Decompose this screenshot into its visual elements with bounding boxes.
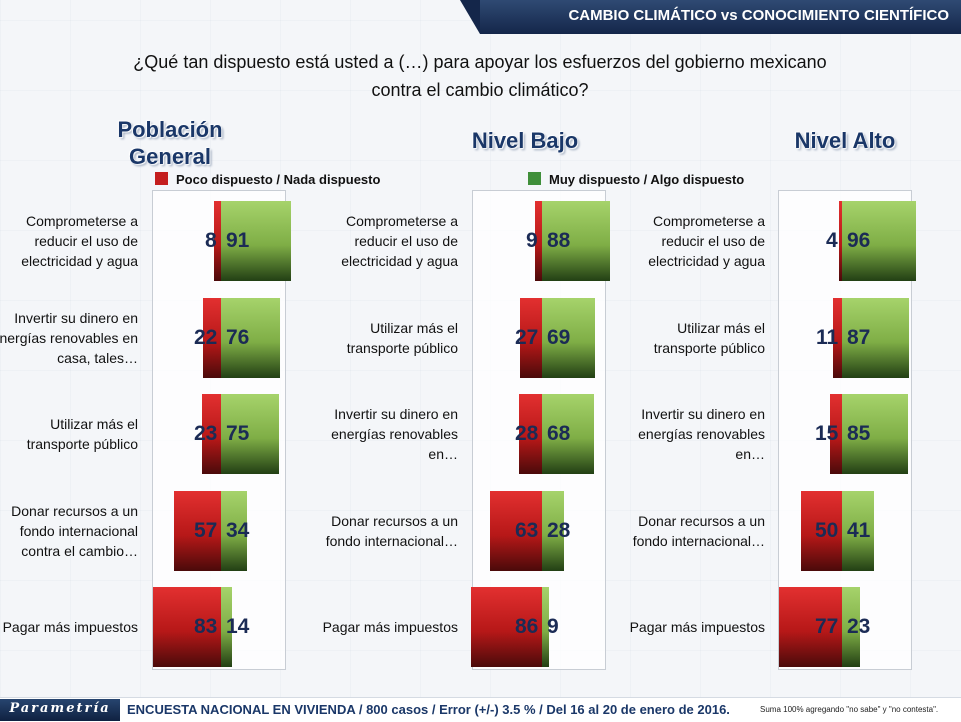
category-label: Utilizar más el transporte público <box>26 416 138 452</box>
category-label: Pagar más impuestos <box>322 619 458 635</box>
legend-negative: Poco dispuesto / Nada dispuesto <box>155 172 380 187</box>
value-label-negative: 77 <box>815 615 839 638</box>
bar-negative <box>838 201 842 281</box>
bar-negative <box>519 297 542 378</box>
bar-negative <box>519 394 542 474</box>
bar-positive <box>842 490 874 571</box>
bar-positive <box>542 490 564 571</box>
category-label: Comprometerse a reducir el uso de electr… <box>341 213 458 269</box>
value-label-positive: 96 <box>847 229 871 252</box>
panel-title-3: Nivel Alto <box>794 128 896 153</box>
value-label-positive: 85 <box>847 422 871 445</box>
question-line-2: contra el cambio climático? <box>371 80 589 100</box>
bar-negative <box>778 587 842 667</box>
bar-positive <box>842 587 860 667</box>
value-label-negative: 9 <box>526 229 538 252</box>
value-label-negative: 57 <box>194 518 218 542</box>
bar-positive <box>542 201 610 281</box>
category-label: Invertir su dinero en energías renovable… <box>0 309 138 366</box>
question-text: ¿Qué tan dispuesto está usted a (…) para… <box>60 48 900 104</box>
bar-positive <box>842 297 910 378</box>
logo-text: Parametría <box>9 701 111 716</box>
category-label: Pagar más impuestos <box>629 619 765 635</box>
category-label: Comprometerse a reducir el uso de electr… <box>648 213 765 269</box>
bar-positive <box>221 394 279 474</box>
category-label: Donar recursos a un fondo internacional… <box>632 512 765 549</box>
bar-negative <box>832 297 842 378</box>
bar-positive <box>842 201 916 281</box>
panel-title-2: Nivel Bajo <box>471 128 579 153</box>
sum-note: Suma 100% agregando "no sabe" y "no cont… <box>760 705 939 714</box>
value-label-negative: 23 <box>194 422 218 445</box>
bar-negative <box>829 394 842 474</box>
header-bar: CAMBIO CLIMÁTICO vs CONOCIMIENTO CIENTÍF… <box>460 0 961 34</box>
value-label-negative: 83 <box>194 615 218 638</box>
bar-positive <box>542 587 549 667</box>
value-label-positive: 34 <box>226 518 250 542</box>
bar-negative <box>214 201 221 281</box>
value-label-positive: 76 <box>226 325 250 349</box>
value-label-negative: 22 <box>194 325 218 349</box>
bar-negative <box>152 587 221 667</box>
value-label-positive: 14 <box>226 615 250 638</box>
category-label: Pagar más impuestos <box>2 619 138 635</box>
value-label-positive: 68 <box>547 422 571 445</box>
category-label: Utilizar más el transporte público <box>653 319 765 356</box>
bar-negative <box>202 297 221 378</box>
question-line-1: ¿Qué tan dispuesto está usted a (…) para… <box>133 52 827 72</box>
bar-positive <box>221 297 280 378</box>
bar-negative <box>801 490 842 571</box>
bar-negative <box>202 394 221 474</box>
value-label-positive: 87 <box>847 325 871 349</box>
value-label-negative: 50 <box>815 518 839 542</box>
value-label-positive: 41 <box>847 518 871 542</box>
value-label-negative: 4 <box>826 229 838 252</box>
category-label: Invertir su dinero en energías renovable… <box>331 406 458 462</box>
value-label-positive: 75 <box>226 422 250 445</box>
bar-negative <box>490 490 542 571</box>
category-label: Donar recursos a un fondo internacional… <box>325 512 458 549</box>
value-label-negative: 27 <box>515 325 539 349</box>
bar-positive <box>221 201 292 281</box>
bar-positive <box>221 490 248 571</box>
value-label-negative: 15 <box>815 422 839 445</box>
category-label: Donar recursos a un fondo internacional … <box>11 502 138 559</box>
value-label-positive: 88 <box>547 229 571 252</box>
value-label-negative: 8 <box>205 229 217 252</box>
category-label: Utilizar más el transporte público <box>346 319 458 356</box>
bar-negative <box>534 201 542 281</box>
header-title: CAMBIO CLIMÁTICO vs CONOCIMIENTO CIENTÍF… <box>568 7 949 24</box>
legend-positive: Muy dispuesto / Algo dispuesto <box>528 172 744 187</box>
survey-note: ENCUESTA NACIONAL EN VIVIENDA / 800 caso… <box>127 702 730 717</box>
value-label-negative: 86 <box>515 615 539 638</box>
legend-negative-label: Poco dispuesto / Nada dispuesto <box>176 172 381 187</box>
value-label-positive: 28 <box>547 518 571 542</box>
legend-positive-swatch <box>528 172 541 185</box>
header-bar-corner <box>460 0 480 34</box>
value-label-positive: 9 <box>547 615 559 638</box>
category-label: Invertir su dinero en energías renovable… <box>638 406 765 462</box>
value-label-negative: 28 <box>515 422 539 445</box>
legend-positive-label: Muy dispuesto / Algo dispuesto <box>549 172 745 187</box>
bar-negative <box>471 587 542 667</box>
bar-negative <box>174 490 221 571</box>
bar-positive <box>542 394 595 474</box>
bar-positive <box>221 587 232 667</box>
bar-positive <box>842 394 908 474</box>
parametria-logo: Parametría <box>0 699 120 721</box>
footer-bar <box>0 697 961 722</box>
bar-positive <box>542 297 596 378</box>
category-label: Comprometerse a reducir el uso de electr… <box>21 213 138 269</box>
value-label-negative: 63 <box>515 518 539 542</box>
legend-negative-swatch <box>155 172 168 185</box>
value-label-positive: 91 <box>226 229 250 252</box>
panel-title-1: Población General <box>117 117 223 169</box>
value-label-positive: 69 <box>547 325 571 349</box>
value-label-positive: 23 <box>847 615 871 638</box>
value-label-negative: 11 <box>816 325 839 349</box>
